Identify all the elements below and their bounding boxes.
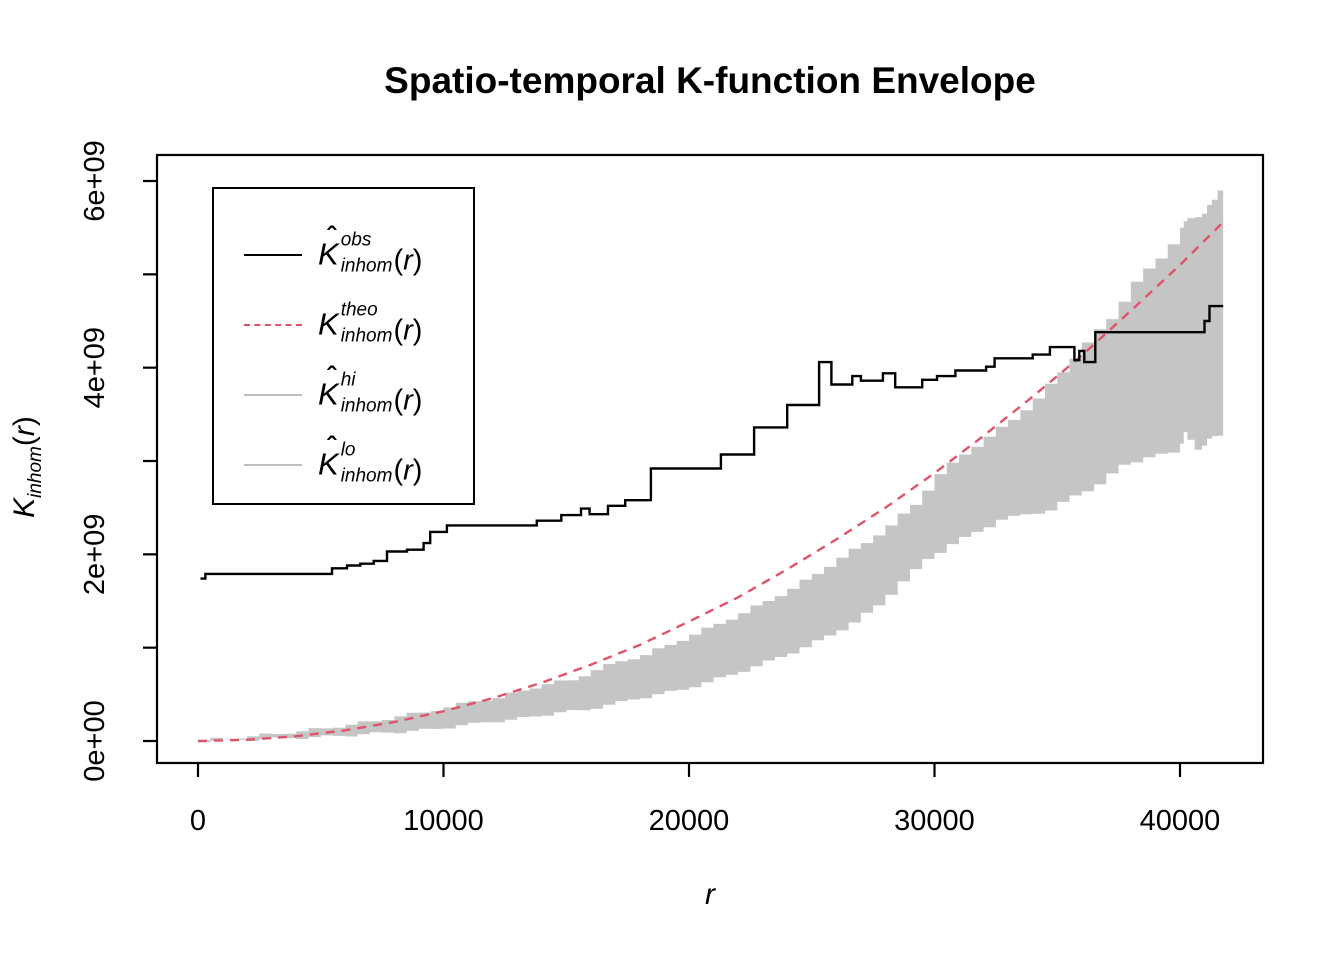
hat-accent: ˆ xyxy=(327,221,336,252)
y-tick-label-4: 4e+09 xyxy=(79,327,111,408)
panel-border xyxy=(155,153,1265,765)
x-tick-label-2: 20000 xyxy=(649,805,730,837)
envelope-band xyxy=(198,179,1224,743)
obs-curve xyxy=(200,304,1224,580)
y-axis-label: Kinhom(r) xyxy=(8,416,46,518)
legend-item-lo: K ˆ lo inhom (r) xyxy=(214,429,473,499)
x-tick-label-4: 40000 xyxy=(1140,805,1221,837)
x-tick-label-3: 30000 xyxy=(894,805,975,837)
x-tick-label-1: 10000 xyxy=(403,805,484,837)
legend-label-lo: K ˆ lo inhom (r) xyxy=(318,431,423,487)
x-tick-label-0: 0 xyxy=(190,805,206,837)
legend-line-hi xyxy=(244,394,302,396)
legend-item-hi: K ˆ hi inhom (r) xyxy=(214,359,473,429)
y-tick-label-6: 6e+09 xyxy=(79,140,111,221)
legend-line-lo xyxy=(244,464,302,466)
hat-accent: ˆ xyxy=(327,431,336,462)
legend-label-obs: K ˆ obs inhom (r) xyxy=(318,221,423,277)
hat-accent: ˆ xyxy=(327,361,336,392)
chart-title: Spatio-temporal K-function Envelope xyxy=(384,60,1036,101)
y-tick-label-0: 0e+00 xyxy=(79,700,111,781)
legend-item-obs: K ˆ obs inhom (r) xyxy=(214,219,473,289)
legend-label-hi: K ˆ hi inhom (r) xyxy=(318,361,423,417)
legend-line-obs xyxy=(244,254,302,256)
y-tick-label-2: 2e+09 xyxy=(79,514,111,595)
x-axis-label: r xyxy=(705,878,715,911)
legend-line-theo xyxy=(244,324,302,326)
